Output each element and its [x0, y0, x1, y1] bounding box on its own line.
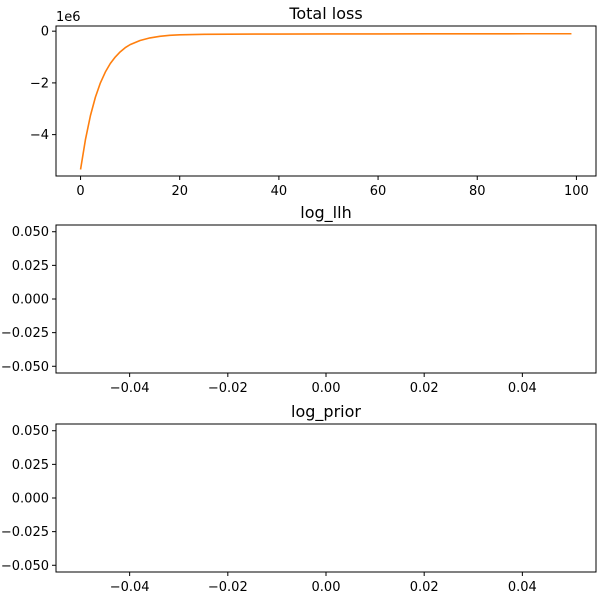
plot-area	[56, 225, 596, 373]
x-tick-label: 0.00	[312, 381, 341, 396]
y-tick-label: −0.025	[1, 326, 49, 341]
plot-area	[56, 26, 596, 176]
x-tick-label: 80	[469, 184, 486, 199]
x-tick-label: 0.04	[508, 580, 537, 595]
x-tick-label: 40	[271, 184, 288, 199]
x-tick-label: 0.04	[508, 381, 537, 396]
y-tick-label: 0.000	[12, 293, 49, 308]
chart-2: −0.04 −0.02 0.00 0.02 0.04 0.050 0.025 0.000 −0.…	[1, 203, 597, 396]
x-tick-label: 100	[564, 184, 589, 199]
chart-title: log_prior	[291, 402, 361, 422]
y-tick-label: −4	[30, 128, 49, 143]
chart-3: −0.04 −0.02 0.00 0.02 0.04 0.050 0.025 0.000 −0.…	[1, 402, 597, 595]
chart-title: log_llh	[300, 203, 351, 223]
x-tick-label: 0.02	[410, 580, 439, 595]
x-tick-label: 0	[76, 184, 84, 199]
axes-frame	[55, 25, 597, 177]
chart-title: Total loss	[288, 4, 362, 23]
plot-area	[56, 424, 596, 572]
x-tick-label: 0.02	[410, 381, 439, 396]
y-tick-label: 0.000	[12, 492, 49, 507]
y-tick-label: 0.050	[12, 225, 49, 240]
chart-1: 0 20 40 60 80 100 0 −2 −4 Total loss 1e6	[30, 4, 597, 199]
x-tick-label: −0.04	[110, 381, 150, 396]
x-tick-label: −0.02	[208, 580, 248, 595]
y-tick-label: 0.025	[12, 458, 49, 473]
y-tick-label: 0.050	[12, 424, 49, 439]
x-tick-label: 0.00	[312, 580, 341, 595]
y-tick-label: −0.025	[1, 525, 49, 540]
x-tick-label: −0.02	[208, 381, 248, 396]
y-tick-label: 0.025	[12, 259, 49, 274]
y-tick-label: −2	[30, 76, 49, 91]
y-tick-label: −0.050	[1, 360, 49, 375]
y-tick-label: 0	[41, 25, 49, 40]
y-offset-label: 1e6	[56, 10, 81, 25]
x-tick-label: 20	[171, 184, 188, 199]
x-tick-label: 60	[370, 184, 387, 199]
series-line-1	[79, 32, 572, 170]
x-tick-label: −0.04	[110, 580, 150, 595]
y-tick-label: −0.050	[1, 559, 49, 574]
